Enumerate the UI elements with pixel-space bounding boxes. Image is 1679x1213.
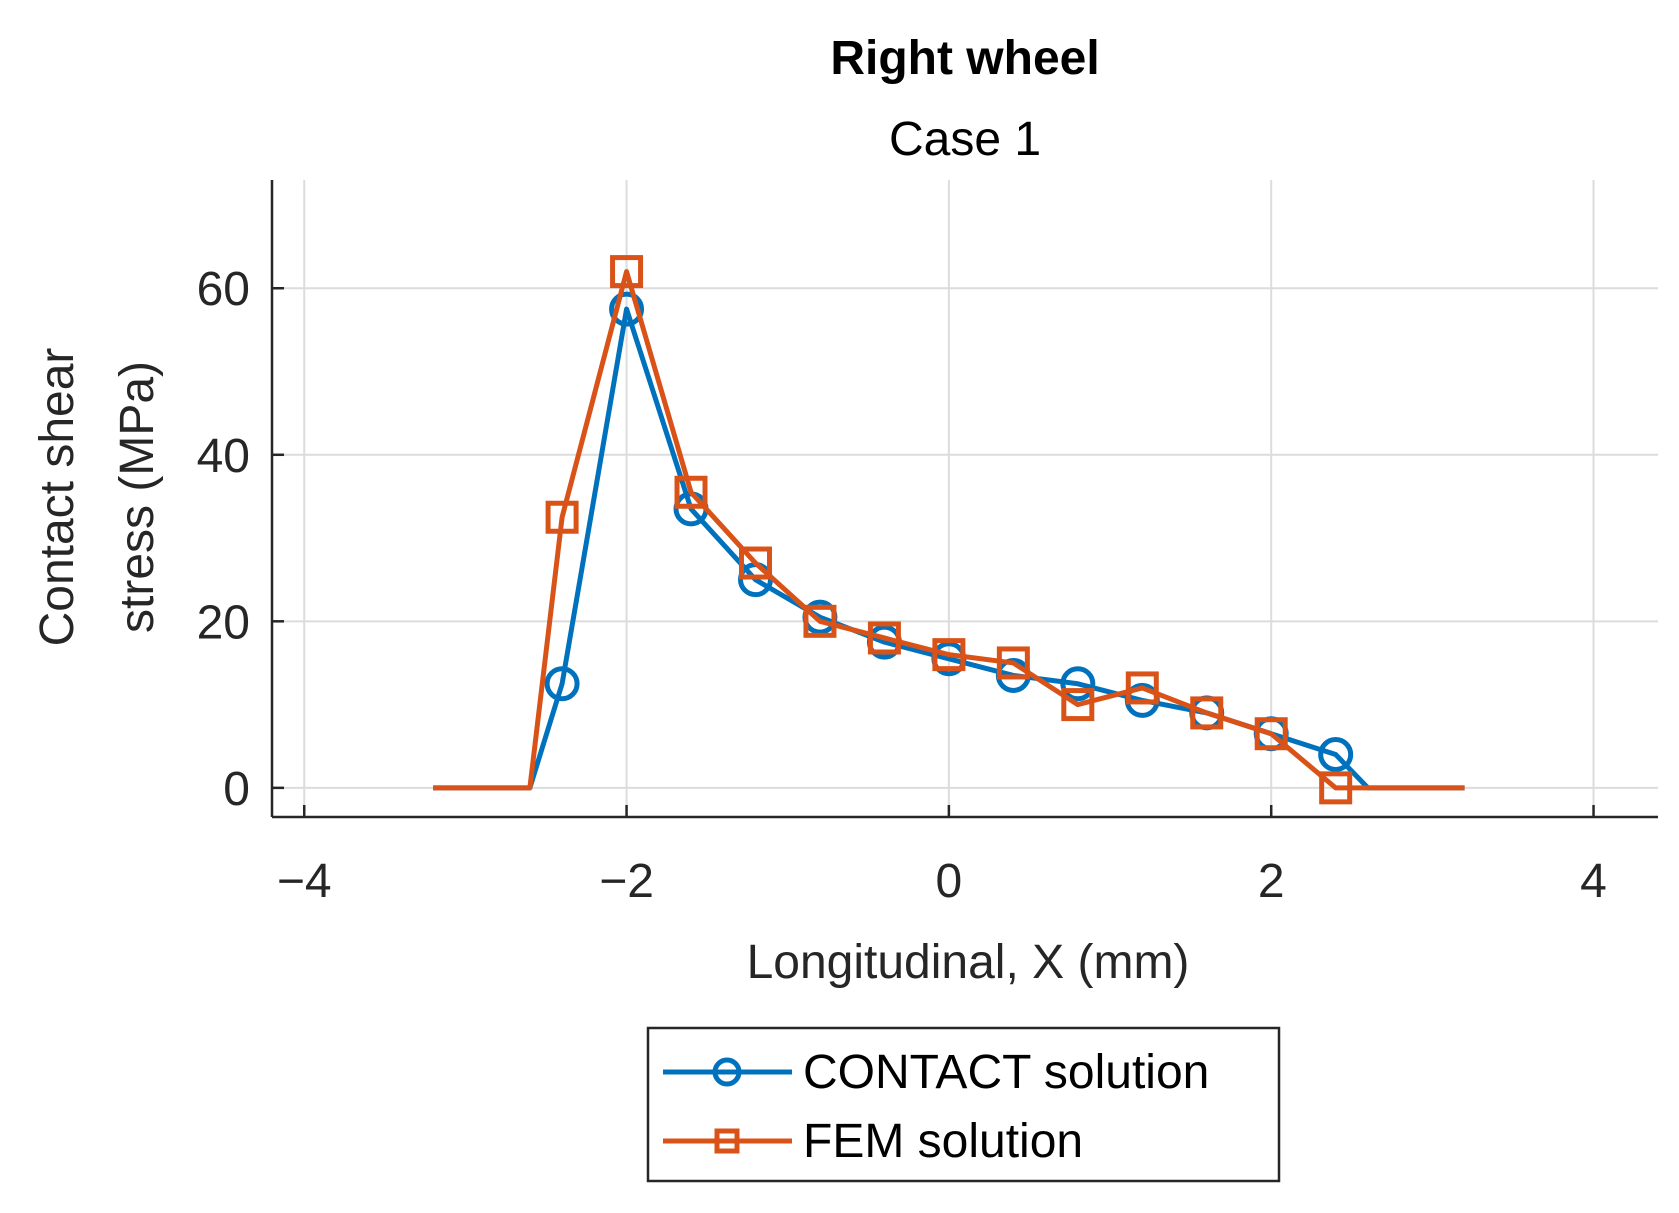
legend: CONTACT solution FEM solution [646, 1026, 1281, 1183]
contact-data-point [544, 666, 580, 702]
y-axis-label-line-1: Contact shear [31, 348, 84, 647]
y-axis-label-line-2: stress (MPa) [111, 361, 164, 633]
legend-box [646, 1026, 1281, 1183]
fem-data-point [610, 255, 644, 289]
fem-data-point [803, 604, 837, 638]
plot-area [433, 255, 1465, 805]
legend-label-contact: CONTACT solution [803, 1046, 1209, 1099]
fem-data-point [738, 546, 772, 580]
contact-data-point [1318, 737, 1354, 773]
fem-data-point [1061, 688, 1095, 722]
contact-data-point [609, 291, 645, 327]
y-tick-label: 20 [197, 596, 250, 649]
x-tick-label: 2 [1258, 855, 1285, 908]
axes [270, 180, 1658, 819]
fem-data-point [996, 646, 1030, 680]
x-tick-label: 4 [1580, 855, 1607, 908]
fem-data-point [867, 621, 901, 655]
legend-marker-contact [712, 1057, 742, 1087]
contact-data-point [1060, 666, 1096, 702]
fem-data-point [545, 500, 579, 534]
fem-data-point [674, 475, 708, 509]
y-tick-label: 60 [197, 263, 250, 316]
fem-series-line [433, 269, 1465, 791]
fem-data-point [1254, 717, 1288, 751]
legend-label-fem: FEM solution [803, 1115, 1083, 1168]
y-tick-label: 40 [197, 430, 250, 483]
chart-title: Right wheel [830, 32, 1099, 85]
fem-data-point [1190, 696, 1224, 730]
fem-data-point [932, 638, 966, 672]
chart-subtitle: Case 1 [889, 113, 1041, 166]
x-axis-label: Longitudinal, X (mm) [747, 936, 1190, 989]
legend-marker-fem [714, 1128, 740, 1154]
grid-lines [272, 180, 1658, 817]
x-tick-label: −4 [277, 855, 332, 908]
x-tick-label: 0 [936, 855, 963, 908]
fem-data-point [1125, 671, 1159, 705]
fem-data-point [1319, 771, 1353, 805]
y-tick-label: 0 [223, 763, 250, 816]
contact-series-line [433, 306, 1465, 791]
x-tick-label: −2 [599, 855, 654, 908]
